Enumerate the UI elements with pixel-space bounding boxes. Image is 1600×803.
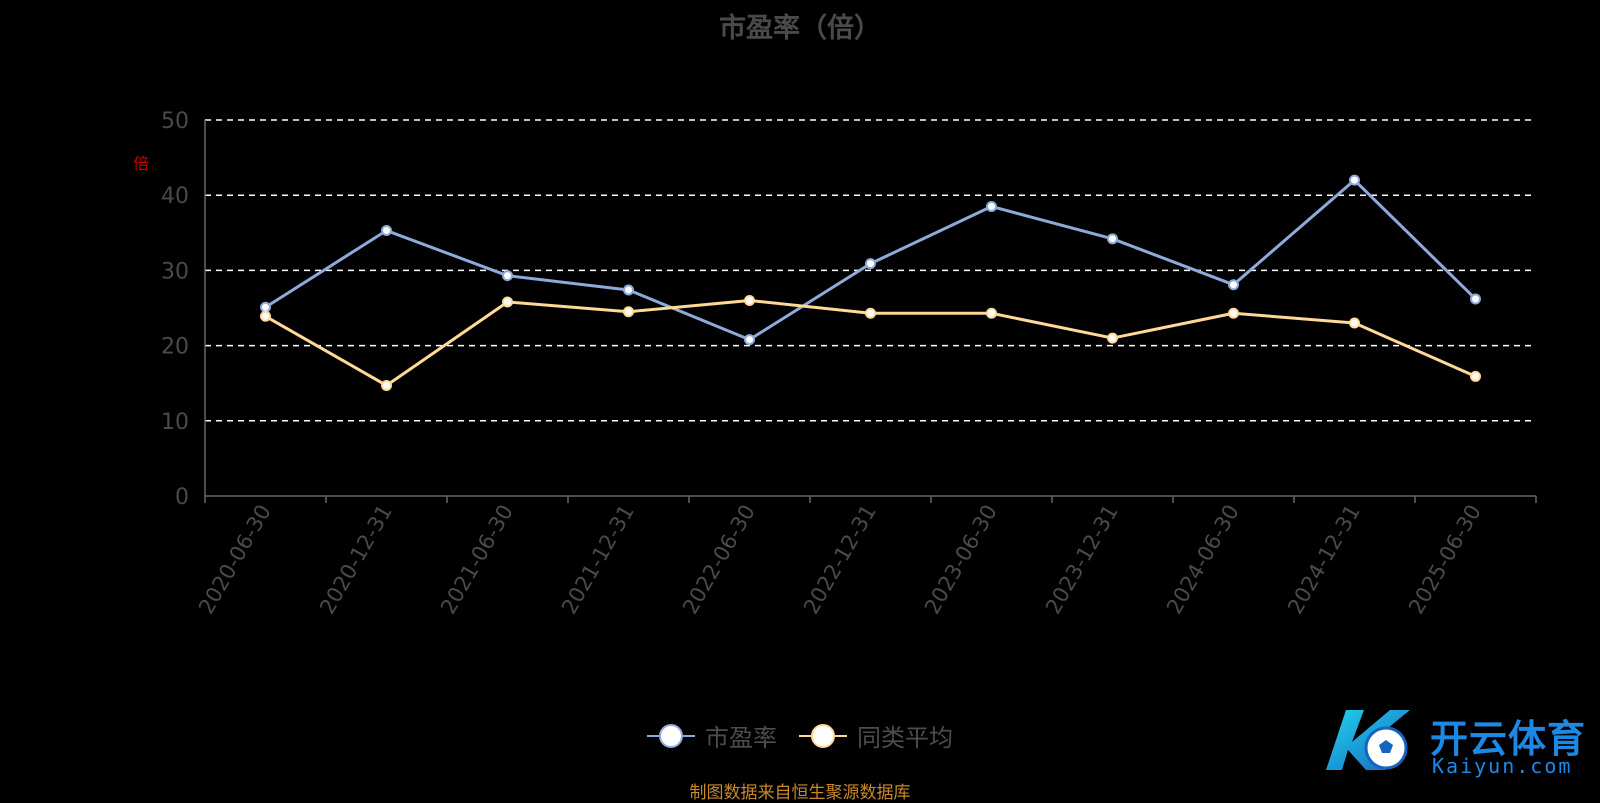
y-tick-label: 50 — [161, 109, 189, 134]
logo-text: 开云体育 — [1430, 717, 1587, 761]
series-group — [260, 174, 1481, 391]
data-point-0[interactable] — [1107, 233, 1118, 245]
y-tick-label: 30 — [161, 259, 189, 284]
data-point-0[interactable] — [744, 334, 755, 346]
x-tick-label: 2023-06-30 — [920, 501, 1002, 619]
legend-swatch-peer-average — [799, 723, 847, 748]
line-chart: 0 10 20 30 40 50 2020-06-30 2020-12-31 2021-06-… — [161, 109, 1537, 619]
data-point-0[interactable] — [260, 301, 271, 313]
data-point-1[interactable] — [623, 306, 634, 318]
data-point-1[interactable] — [865, 307, 876, 319]
data-point-0[interactable] — [623, 284, 634, 296]
x-tick-label: 2024-06-30 — [1162, 501, 1244, 619]
x-tick-label: 2023-12-31 — [1041, 501, 1123, 619]
soccer-ball-logo-icon — [1326, 710, 1410, 770]
x-tick-label: 2021-06-30 — [436, 501, 518, 619]
x-tick-label: 2022-06-30 — [678, 501, 760, 619]
legend-swatch-pe — [647, 723, 695, 748]
data-point-1[interactable] — [986, 307, 997, 319]
legend-label-peer-average: 同类平均 — [857, 724, 953, 752]
x-tick-label: 2021-12-31 — [557, 501, 639, 619]
x-tick-label: 2024-12-31 — [1283, 501, 1365, 619]
data-point-1[interactable] — [1470, 370, 1481, 382]
data-point-0[interactable] — [865, 258, 876, 270]
x-ticks: 2020-06-30 2020-12-31 2021-06-30 2021-12-31… — [194, 501, 1486, 619]
data-point-0[interactable] — [1470, 293, 1481, 305]
x-tick-label: 2020-06-30 — [194, 501, 276, 619]
legend-item-pe[interactable]: 市盈率 — [647, 718, 777, 753]
data-point-1[interactable] — [1349, 317, 1360, 329]
kaiyun-logo: 开云体育 Kaiyun.com — [1312, 700, 1592, 780]
y-tick-label: 0 — [175, 485, 189, 510]
grid-lines — [205, 119, 1536, 422]
data-point-1[interactable] — [1107, 332, 1118, 344]
y-tick-label: 10 — [161, 410, 189, 435]
data-point-0[interactable] — [502, 270, 513, 282]
data-point-0[interactable] — [381, 225, 392, 237]
data-point-1[interactable] — [1228, 307, 1239, 319]
data-point-1[interactable] — [260, 310, 271, 322]
data-point-0[interactable] — [986, 200, 997, 212]
x-tick-label: 2020-12-31 — [315, 501, 397, 619]
legend: 市盈率 同类平均 — [0, 718, 1600, 753]
y-tick-label: 40 — [161, 184, 189, 209]
data-point-1[interactable] — [744, 294, 755, 306]
x-tick-label: 2022-12-31 — [799, 501, 881, 619]
source-note: 制图数据来自恒生聚源数据库 — [689, 783, 911, 803]
data-point-0[interactable] — [1349, 174, 1360, 186]
legend-item-peer-average[interactable]: 同类平均 — [799, 718, 953, 753]
x-tick-label: 2025-06-30 — [1404, 501, 1486, 619]
legend-label-pe: 市盈率 — [705, 724, 777, 752]
y-tick-label: 20 — [161, 335, 189, 360]
axes — [204, 120, 1537, 503]
y-axis-label: 倍 — [133, 154, 150, 173]
data-point-0[interactable] — [1228, 279, 1239, 291]
y-ticks: 0 10 20 30 40 50 — [161, 109, 189, 510]
chart-title: 市盈率（倍） — [719, 13, 881, 44]
data-point-1[interactable] — [502, 296, 513, 308]
logo-subtext: Kaiyun.com — [1432, 754, 1573, 778]
data-point-1[interactable] — [381, 379, 392, 391]
